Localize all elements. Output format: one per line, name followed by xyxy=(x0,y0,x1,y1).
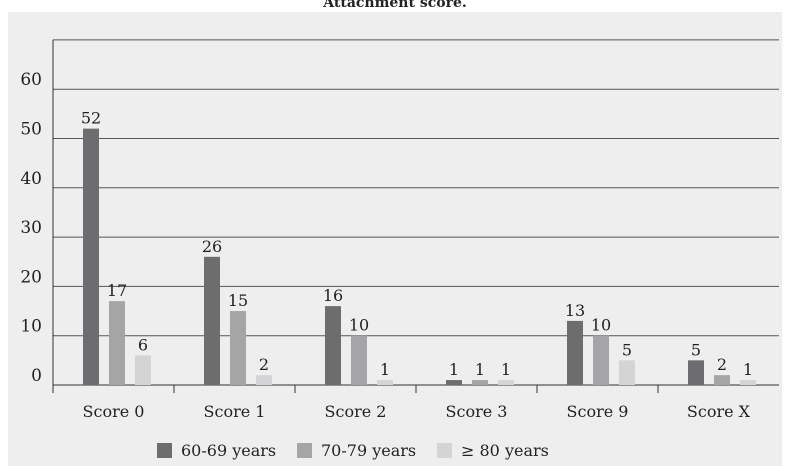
legend-label: ≥ 80 years xyxy=(461,441,549,460)
bar xyxy=(619,360,635,385)
y-tick-label: 20 xyxy=(20,267,42,287)
data-label: 10 xyxy=(349,316,369,335)
bar xyxy=(230,311,246,385)
data-label: 5 xyxy=(622,340,632,359)
x-category-label: Score 2 xyxy=(325,402,387,421)
bar xyxy=(688,360,704,385)
chart-background xyxy=(8,12,782,466)
bar xyxy=(377,380,393,385)
data-label: 5 xyxy=(691,340,701,359)
bar xyxy=(740,380,756,385)
bar xyxy=(567,320,583,385)
y-tick-label: 50 xyxy=(20,120,42,140)
x-category-label: Score 3 xyxy=(446,402,508,421)
bar xyxy=(135,355,151,385)
legend-swatch xyxy=(437,443,452,458)
bar xyxy=(472,380,488,385)
data-label: 10 xyxy=(591,316,611,335)
bar xyxy=(446,380,462,385)
y-tick-label: 60 xyxy=(20,70,42,90)
x-category-label: Score 9 xyxy=(567,402,629,421)
bar xyxy=(83,128,99,385)
x-category-label: Score 0 xyxy=(83,402,145,421)
legend-swatch xyxy=(297,443,312,458)
gridlines xyxy=(53,39,779,337)
chart-title: Attachment score. xyxy=(322,0,466,11)
data-label: 1 xyxy=(449,360,459,379)
legend-label: 70-79 years xyxy=(321,441,416,460)
bar xyxy=(593,335,609,385)
axes: 0 10 20 30 40 50 60 Score 0 Score 1 Score 2 Score … xyxy=(20,39,779,421)
legend: 60-69 years 70-79 years ≥ 80 years xyxy=(157,441,549,460)
bar xyxy=(498,380,514,385)
y-tick-label: 10 xyxy=(20,317,42,337)
y-tick-label: 30 xyxy=(20,218,42,238)
data-label: 13 xyxy=(565,301,585,320)
data-label: 26 xyxy=(202,237,222,256)
data-label: 15 xyxy=(228,291,248,310)
bar xyxy=(256,375,272,385)
data-label: 1 xyxy=(501,360,511,379)
legend-swatch xyxy=(157,443,172,458)
bar xyxy=(325,306,341,385)
data-label: 16 xyxy=(323,286,343,305)
data-label: 52 xyxy=(81,109,101,128)
legend-label: 60-69 years xyxy=(181,441,276,460)
bar xyxy=(204,256,220,385)
x-category-label: Score X xyxy=(687,402,751,421)
data-label: 17 xyxy=(107,281,127,300)
data-label: 2 xyxy=(717,355,727,374)
y-tick-label: 40 xyxy=(20,169,42,189)
data-label: 2 xyxy=(259,355,269,374)
data-label: 6 xyxy=(138,335,148,354)
data-label: 1 xyxy=(475,360,485,379)
bars xyxy=(83,128,756,385)
data-label: 1 xyxy=(743,360,753,379)
y-tick-label: 0 xyxy=(31,366,42,386)
data-label: 1 xyxy=(380,360,390,379)
bar xyxy=(714,375,730,385)
bar xyxy=(109,301,125,385)
bar xyxy=(351,335,367,385)
x-category-label: Score 1 xyxy=(204,402,266,421)
